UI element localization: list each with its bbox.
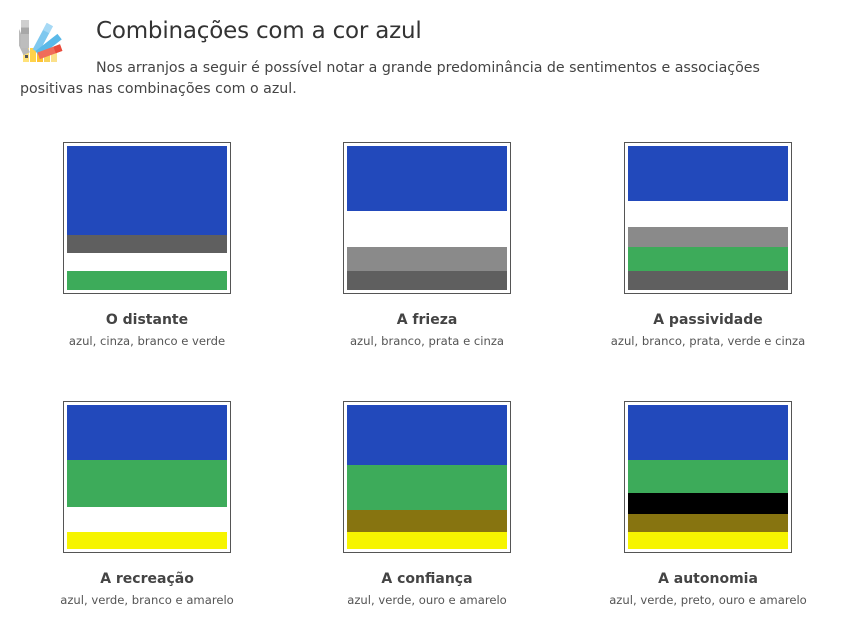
combination-card: A recreação azul, verde, branco e amarel… [47, 401, 247, 607]
color-band [347, 210, 507, 247]
intro-text: Nos arranjos a seguir é possível notar a… [20, 60, 760, 97]
swatch-frame [63, 401, 231, 553]
combination-description: azul, branco, prata, verde e cinza [610, 334, 806, 348]
color-band [347, 405, 507, 466]
combination-title: O distante [105, 312, 189, 328]
color-band [347, 531, 507, 549]
combination-title: A passividade [653, 312, 763, 328]
color-palette-icon [19, 20, 63, 62]
color-band [67, 271, 227, 290]
combination-description: azul, verde, branco e amarelo [60, 593, 234, 607]
color-band [628, 492, 788, 515]
swatch-frame [624, 142, 792, 294]
combination-card: A frieza azul, branco, prata e cinza [327, 142, 527, 348]
combination-card: O distante azul, cinza, branco e verde [47, 142, 247, 348]
color-band [347, 246, 507, 272]
swatch-frame [343, 142, 511, 294]
color-swatch [67, 146, 227, 290]
color-band [347, 271, 507, 290]
color-band [347, 510, 507, 532]
color-band [67, 253, 227, 272]
color-band [67, 531, 227, 549]
color-band [628, 459, 788, 493]
color-band [67, 235, 227, 254]
color-band [628, 271, 788, 290]
combination-description: azul, cinza, branco e verde [68, 334, 226, 348]
color-band [628, 146, 788, 201]
color-swatch [628, 146, 788, 290]
swatch-frame [63, 142, 231, 294]
color-band [67, 146, 227, 236]
combination-description: azul, verde, preto, ouro e amarelo [609, 593, 807, 607]
combination-title: A recreação [100, 571, 194, 587]
combination-card: A passividade azul, branco, prata, verde… [608, 142, 808, 348]
swatch-frame [343, 401, 511, 553]
color-swatch [347, 146, 507, 290]
color-band [628, 531, 788, 549]
color-band [628, 514, 788, 532]
page-title: Combinações com a cor azul [96, 18, 422, 44]
color-band [628, 200, 788, 227]
combination-card: A confiança azul, verde, ouro e amarelo [327, 401, 527, 607]
combination-title: A confiança [381, 571, 473, 587]
color-band [628, 405, 788, 460]
color-band [628, 246, 788, 272]
color-band [628, 226, 788, 247]
color-swatch [628, 405, 788, 549]
color-swatch [67, 405, 227, 549]
combination-description: azul, verde, ouro e amarelo [347, 593, 507, 607]
color-swatch [347, 405, 507, 549]
combination-title: A autonomia [658, 571, 758, 587]
color-band [67, 507, 227, 532]
color-band [347, 465, 507, 511]
swatch-frame [624, 401, 792, 553]
combination-title: A frieza [396, 312, 458, 328]
color-band [67, 459, 227, 508]
color-band [347, 146, 507, 211]
color-band [67, 405, 227, 460]
combination-card: A autonomia azul, verde, preto, ouro e a… [608, 401, 808, 607]
combination-description: azul, branco, prata e cinza [349, 334, 505, 348]
